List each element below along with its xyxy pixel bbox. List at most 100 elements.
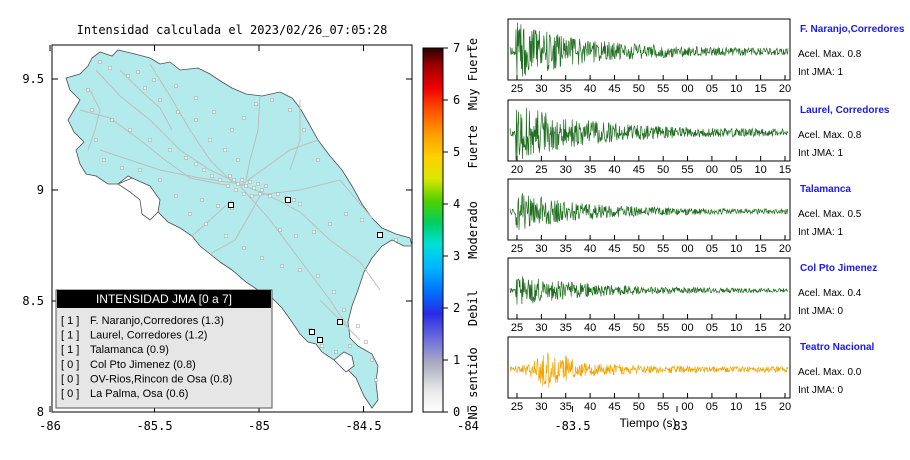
waveform-tick-label: 10 (755, 164, 767, 176)
map-y-tick-label: 8.5 (22, 294, 44, 308)
station-accel: Acel. Max. 0.4 (798, 288, 862, 299)
waveform-tick-label: 35 (584, 164, 596, 176)
waveform-tick-label: 00 (681, 243, 693, 255)
waveform-tick-label: 30 (535, 243, 547, 255)
road (249, 179, 373, 219)
waveform-panel: 25 30 35 40 45 50 55 00 05 10 15 20 Col Pto Jimenez A… (507, 257, 877, 334)
map-title: Intensidad calculada el 2023/02/26_07:05… (77, 23, 388, 37)
station-marker (174, 84, 178, 88)
waveform-tick-label: 35 (560, 322, 572, 334)
station-marker-highlight (228, 202, 234, 208)
waveform-tick-label: 30 (560, 164, 572, 176)
map-y-tick-label: 9 (37, 183, 44, 197)
waveform-panel: 25 30 35 40 45 50 55 00 05 10 15 20 Talamanca Acel. M… (507, 178, 862, 255)
road (87, 89, 101, 151)
intensity-legend: INTENSIDAD JMA [0 a 7] [ 1 ] F. Naranjo,C… (55, 289, 273, 409)
road (99, 149, 241, 185)
colorbar-tick-label: 6 (453, 93, 460, 107)
waveform-tick-label: 55 (681, 164, 693, 176)
waveform-tick-label: 00 (706, 164, 718, 176)
waveform-tick-label: 00 (681, 83, 693, 95)
station-marker (224, 234, 228, 238)
colorbar-tick-label: 3 (453, 249, 460, 263)
station-marker (202, 168, 206, 172)
waveform-tick-label: 20 (511, 164, 523, 176)
map-x-tick-label: -84 (457, 419, 479, 433)
waveform-tick-label: 05 (706, 83, 718, 95)
station-marker (244, 184, 248, 188)
station-marker (242, 116, 246, 120)
waveform-frame (507, 257, 791, 320)
station-marker (252, 186, 256, 190)
waveform-tick-label: 45 (608, 322, 620, 334)
station-name: Talamanca (800, 184, 851, 195)
waveform-tick-label: 15 (779, 164, 791, 176)
waveform-xlabel: Tiempo (s) (620, 416, 677, 430)
map-stations (86, 60, 398, 382)
station-marker (264, 184, 268, 188)
waveform-tick-label: 10 (730, 243, 742, 255)
road (245, 95, 261, 181)
station-marker (152, 78, 156, 82)
waveform-tick-label: 50 (633, 83, 645, 95)
waveform-tick-label: 20 (779, 243, 791, 255)
map-y-axis: 1110.5109.598.58 (22, 72, 412, 419)
station-marker (334, 350, 338, 354)
waveform-tick-label: 10 (730, 401, 742, 413)
station-marker (208, 138, 212, 142)
station-marker (168, 148, 172, 152)
colorbar-band-label: Debil (466, 290, 480, 326)
waveform-tick-label: 25 (511, 322, 523, 334)
station-marker (204, 222, 208, 226)
colorbar-tick-label: 4 (453, 197, 460, 211)
map-y-tick-label: 9.5 (22, 72, 44, 86)
station-marker (126, 74, 130, 78)
waveform-tick-label: 20 (779, 401, 791, 413)
waveform-tick-label: 50 (657, 164, 669, 176)
legend-item-level: [ 1 ] (61, 330, 79, 342)
colorbar-band-label: Fuerte (466, 125, 480, 168)
map-land (65, 49, 413, 409)
waveform-tick-label: 10 (730, 322, 742, 334)
map-y-tick-label: 8 (37, 405, 44, 419)
waveform-panel: 25 30 35 40 45 50 55 00 05 10 15 20 Teatro Nacional A… (507, 336, 874, 413)
station-marker (348, 344, 352, 348)
waveform-tick-label: 20 (779, 322, 791, 334)
colorbar-tick-label: 5 (453, 145, 460, 159)
road (149, 63, 233, 183)
waveform-tick-label: 25 (535, 164, 547, 176)
station-marker (242, 246, 246, 250)
colorbar-gradient (422, 47, 444, 413)
station-marker (232, 178, 236, 182)
legend-item-name: F. Naranjo,Corredores (1.3) (90, 315, 224, 327)
waveform-trace (509, 276, 789, 305)
road (289, 100, 301, 171)
waveform-tick-label: 25 (511, 83, 523, 95)
station-marker (108, 66, 112, 70)
waveform-tick-label: 45 (608, 243, 620, 255)
station-marker-highlight (337, 319, 343, 325)
station-jma: Int JMA: 0 (798, 306, 843, 317)
station-marker (230, 128, 234, 132)
waveform-trace (509, 107, 789, 162)
station-marker (143, 86, 147, 90)
legend-item-level: [ 0 ] (61, 373, 79, 385)
waveform-tick-label: 40 (584, 83, 596, 95)
station-marker (176, 110, 180, 114)
station-marker (200, 198, 204, 202)
legend-item-name: OV-Rios,Rincon de Osa (0.8) (90, 373, 232, 385)
station-marker (342, 308, 346, 312)
station-marker-highlight (309, 329, 315, 335)
waveform-tick-label: 40 (584, 243, 596, 255)
road (79, 109, 231, 187)
station-marker (94, 138, 98, 142)
station-marker (260, 256, 264, 260)
station-marker (218, 178, 222, 182)
station-marker (258, 192, 262, 196)
station-accel: Acel. Max. 0.5 (798, 209, 862, 220)
station-marker (110, 118, 114, 122)
station-marker (250, 194, 254, 198)
waveform-tick-label: 55 (657, 243, 669, 255)
station-marker (298, 202, 302, 206)
